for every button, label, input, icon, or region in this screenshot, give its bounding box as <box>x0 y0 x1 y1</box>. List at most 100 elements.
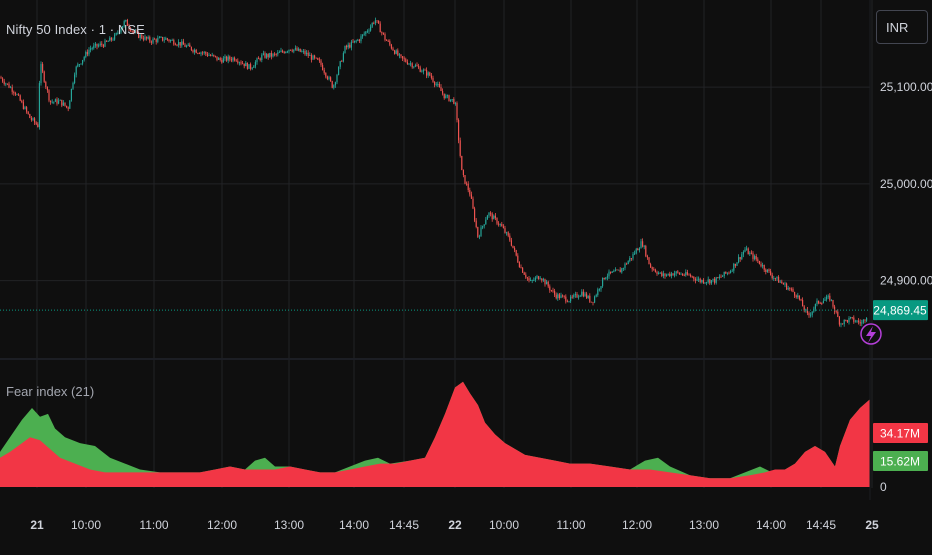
candle-body <box>216 56 218 60</box>
candle-body <box>506 232 508 234</box>
candle-body <box>806 309 808 314</box>
candle-body <box>56 99 58 104</box>
candle-body <box>253 66 255 68</box>
candle-body <box>158 37 160 39</box>
candle-body <box>600 286 602 290</box>
candle-body <box>165 38 167 40</box>
candle-body <box>102 44 104 47</box>
candle-body <box>277 52 279 55</box>
candle-body <box>315 57 317 59</box>
candle-body <box>802 299 804 307</box>
candle-body <box>166 38 168 40</box>
candle-body <box>323 70 325 73</box>
candle-body <box>312 55 314 60</box>
time-axis[interactable]: 21 10:00 11:00 12:00 13:00 14:00 14:45 22 10:00 1… <box>30 518 879 532</box>
candle-body <box>443 93 445 99</box>
candle-body <box>507 232 509 236</box>
candle-body <box>530 280 532 282</box>
candle-body <box>818 300 820 304</box>
alert-icon[interactable] <box>860 323 882 345</box>
fear-green-value-badge-bg <box>873 451 928 471</box>
candle-body <box>854 321 856 323</box>
candle-body <box>317 58 319 60</box>
candle-body <box>235 60 237 62</box>
candle-body <box>419 67 421 72</box>
candle-body <box>850 317 852 318</box>
candle-body <box>520 267 522 269</box>
candle-body <box>208 55 210 57</box>
candle-body <box>502 226 504 229</box>
candle-body <box>10 87 12 89</box>
candle-body <box>50 100 52 102</box>
candle-body <box>760 264 762 267</box>
candle-body <box>341 61 343 62</box>
candle-body <box>829 295 831 301</box>
candle-body <box>365 31 367 34</box>
candle-body <box>626 263 628 265</box>
candle-body <box>709 279 711 284</box>
candle-body <box>728 272 730 274</box>
candle-body <box>99 43 101 46</box>
candle-body <box>643 246 645 247</box>
candle-body <box>400 54 402 57</box>
candle-body <box>672 273 674 276</box>
candle-body <box>730 271 732 273</box>
time-tick-label: 10:00 <box>489 518 519 532</box>
candle-body <box>491 213 493 220</box>
candle-body <box>694 278 696 281</box>
symbol-title[interactable]: Nifty 50 Index · 1 · NSE <box>6 22 145 37</box>
candle-body <box>510 240 512 246</box>
candle-body <box>61 99 63 106</box>
fear-axis[interactable]: 0 <box>880 480 887 494</box>
candle-body <box>157 38 159 42</box>
candle-body <box>70 88 72 101</box>
candle-body <box>789 288 791 289</box>
candle-body <box>376 20 378 22</box>
candle-body <box>211 54 213 56</box>
fear-tick-label: 0 <box>880 480 887 494</box>
candle-body <box>133 31 135 33</box>
candle-body <box>522 267 524 273</box>
candle-body <box>184 44 186 47</box>
candle-body <box>262 53 264 55</box>
candle-body <box>630 258 632 259</box>
value-badges: 24,869.45 34.17M 15.62M <box>873 300 928 471</box>
candle-body <box>632 253 634 259</box>
candle-body <box>98 45 100 47</box>
candle-body <box>416 65 418 67</box>
candle-body <box>664 273 666 276</box>
candle-body <box>546 281 548 285</box>
candle-body <box>606 276 608 278</box>
candle-body <box>827 295 829 297</box>
candle-body <box>696 279 698 281</box>
candle-body <box>678 272 680 275</box>
time-tick-label: 11:00 <box>139 518 168 532</box>
candle-body <box>584 293 586 297</box>
candle-body <box>446 95 448 97</box>
indicator-title[interactable]: Fear index (21) <box>6 384 95 399</box>
candle-body <box>459 140 461 156</box>
candle-body <box>302 51 304 52</box>
candle-body <box>114 34 116 40</box>
price-axis[interactable]: 25,100.00 25,000.00 24,900.00 <box>880 80 932 288</box>
candle-body <box>152 38 154 43</box>
time-tick-label: 12:00 <box>207 518 237 532</box>
candle-body <box>795 295 797 298</box>
candle-body <box>861 322 863 324</box>
candle-body <box>843 319 845 325</box>
candle-body <box>819 303 821 304</box>
candle-body <box>381 32 383 34</box>
candle-body <box>318 59 320 61</box>
candle-body <box>141 34 143 39</box>
candle-body <box>765 269 767 272</box>
candle-body <box>478 236 480 238</box>
candle-body <box>466 183 468 185</box>
candle-body <box>67 107 69 109</box>
candle-body <box>586 293 588 299</box>
candle-body <box>149 37 151 42</box>
candle-body <box>122 25 124 29</box>
candle-body <box>0 77 2 79</box>
currency-button[interactable]: INR <box>876 10 928 44</box>
